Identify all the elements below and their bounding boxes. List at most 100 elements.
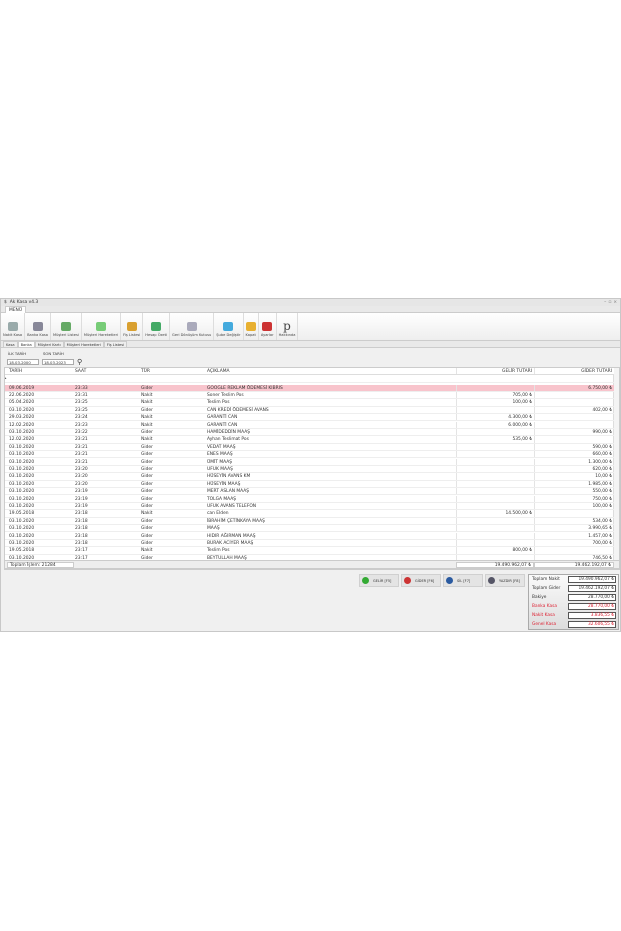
table-row[interactable]: 03.10.2020 23:21 Gider ÜMİT MAAŞ 1.300,00 ₺	[5, 458, 614, 466]
ribbon-icon	[32, 322, 43, 331]
cell: 23:17	[75, 555, 88, 561]
cell	[456, 554, 534, 562]
close-icon[interactable]: ×	[613, 300, 617, 305]
ribbon-button-ayarlar[interactable]: Ayarlar	[259, 313, 277, 340]
table-row[interactable]: 03.10.2020 23:21 Gider VEDAT MAAŞ 590,00 ₺	[5, 443, 614, 452]
table-row[interactable]: 19.05.2018 23:17 Nakit Teslim Pos 800,00 ₺	[5, 547, 614, 555]
table-row[interactable]: 12.02.2020 23:23 Nakit GARANTİ CAN 6.000,00 …	[5, 421, 614, 429]
table-row[interactable]: 12.02.2020 23:21 Nakit Ayhan Teslimat Pos 53…	[5, 436, 614, 444]
table-row[interactable]: 03.10.2020 23:18 Gider BURAK ACIYER MAAŞ 700…	[5, 539, 614, 548]
table-row[interactable]: 03.10.2020 23:20 Gider HÜSEYİN AVANS KM 10,0…	[5, 473, 614, 481]
cell: Soner Teslim Pos	[207, 392, 244, 398]
action-button-2[interactable]: SİL [F7]	[443, 574, 483, 587]
cell: 535,00 ₺	[456, 436, 534, 443]
start-date-picker[interactable]: 18.03.2000	[7, 359, 39, 365]
column-header[interactable]: TARİH	[9, 369, 22, 374]
table-row[interactable]: 03.10.2020 23:18 Gider HIDIR AĞIRMAN MAAŞ 1.…	[5, 532, 614, 540]
cell: 12.02.2020	[9, 437, 35, 443]
ribbon-button-fiş-listesi[interactable]: Fiş Listesi	[121, 313, 144, 340]
cell: 23:17	[75, 548, 88, 554]
table-row[interactable]: 03.10.2020 23:22 Gider HAMİDEDDİN MAAŞ 990,0…	[5, 428, 614, 437]
action-button-3[interactable]: YAZDIR [F8]	[485, 574, 525, 587]
column-header[interactable]: GİDER TUTARI	[534, 368, 614, 375]
tab-2[interactable]: Müşteri Kartı	[34, 341, 64, 347]
cell	[456, 451, 534, 458]
cell: GARANTİ CAN	[207, 415, 238, 421]
total-value: 3.836,55 ₺	[568, 612, 616, 619]
cell	[456, 532, 534, 539]
minimize-icon[interactable]: –	[604, 300, 607, 305]
cell: MERT ASLAN MAAŞ	[207, 489, 250, 495]
cell: Gider	[141, 452, 153, 458]
ribbon-icon	[95, 322, 106, 331]
cell: 23:23	[75, 422, 88, 428]
ribbon-icon	[262, 322, 273, 331]
cell: 6.000,00 ₺	[456, 421, 534, 428]
cell: 550,00 ₺	[534, 488, 614, 495]
ribbon-label: Ayarlar	[260, 333, 274, 337]
end-date-picker[interactable]: 18.03.2023	[42, 359, 74, 365]
cell: Gider	[141, 533, 153, 539]
cell: 29.03.2020	[9, 415, 35, 421]
ribbon-button-müşteri-listesi[interactable]: Müşteri Listesi	[51, 313, 82, 340]
total-label: Genel Kasa	[532, 622, 557, 627]
tab-3[interactable]: Müşteri Hareketleri	[63, 341, 104, 347]
cell: Gider	[141, 385, 153, 391]
action-icon	[446, 577, 453, 584]
new-row[interactable]: ▸	[5, 375, 614, 383]
search-icon[interactable]: ⚲	[77, 358, 83, 366]
table-row[interactable]: 22.06.2020 23:31 Nakit Soner Teslim Pos 705,…	[5, 391, 614, 400]
ribbon-button-banka-kasa[interactable]: Banka Kasa	[25, 313, 51, 340]
ribbon-label: Fiş Listesi	[123, 333, 141, 337]
table-row[interactable]: 03.10.2020 23:18 Gider İBRAHİM ÇETİNKAYA MA…	[5, 517, 614, 526]
cell: 03.10.2020	[9, 452, 35, 458]
ribbon-label: Hesap Özeti	[145, 333, 168, 337]
ribbon-label: Kapat	[245, 333, 256, 337]
scrollbar[interactable]	[613, 368, 619, 569]
column-header[interactable]: TÜR	[141, 369, 150, 374]
action-button-0[interactable]: GELİR [F5]	[359, 574, 399, 587]
ribbon-button-geri-dönüşüm-kutusu[interactable]: Geri Dönüşüm Kutusu	[170, 313, 215, 340]
tab-1[interactable]: Banka	[17, 341, 35, 347]
cell: 23:20	[75, 474, 88, 480]
cell: 22.06.2020	[9, 392, 35, 398]
cell: Gider	[141, 444, 153, 450]
table-row[interactable]: 29.03.2020 23:24 Nakit GARANTİ CAN 4.300,00 …	[5, 414, 614, 422]
tab-4[interactable]: Fiş Listesi	[103, 341, 128, 347]
cell: TOLGA MAAŞ	[207, 496, 237, 502]
ribbon: Nakit Kasa Banka Kasa Müşteri Listesi Müşte…	[1, 313, 620, 341]
cell: Gider	[141, 518, 153, 524]
cell: 03.10.2020	[9, 429, 35, 435]
table-row[interactable]: 03.10.2020 23:21 Gider ENES MAAŞ 660,00 ₺	[5, 451, 614, 459]
cell: 03.10.2020	[9, 481, 35, 487]
table-row[interactable]: 19.05.2018 23:18 Nakit can Elden 14.500,00 ₺	[5, 510, 614, 518]
column-header[interactable]: GELİR TUTARI	[456, 368, 534, 375]
cell: 19.05.2018	[9, 548, 35, 554]
ribbon-label: Müşteri Hareketleri	[83, 333, 119, 337]
cell: 746,50 ₺	[534, 554, 614, 562]
tab-menu[interactable]: MENÜ	[5, 306, 27, 313]
table-row[interactable]: 03.10.2020 23:19 Gider UFUK AVANS TELEFON 10…	[5, 502, 614, 511]
ribbon-button-hesap-özeti[interactable]: Hesap Özeti	[143, 313, 171, 340]
cell: 03.10.2020	[9, 518, 35, 524]
ribbon-button-nakit-kasa[interactable]: Nakit Kasa	[1, 313, 26, 340]
table-row[interactable]: 03.10.2020 23:20 Gider UFUK MAAŞ 620,00 ₺	[5, 465, 614, 474]
table-row[interactable]: 03.10.2020 23:19 Gider MERT ASLAN MAAŞ 550,0…	[5, 488, 614, 496]
table-row[interactable]: 05.04.2020 23:25 Nakit Teslim Pos 100,00 ₺	[5, 399, 614, 407]
table-row[interactable]: 03.10.2020 23:25 Gider CAN KREDİ ÖDEMESİ AV…	[5, 406, 614, 415]
cell: 590,00 ₺	[534, 443, 614, 451]
ribbon-button-hakkında[interactable]: p Hakkında	[277, 313, 299, 340]
ribbon-button-müşteri-hareketleri[interactable]: Müşteri Hareketleri	[82, 313, 122, 340]
cell: UFUK AVANS TELEFON	[207, 503, 257, 509]
action-button-1[interactable]: GİDER [F6]	[401, 574, 441, 587]
column-header[interactable]: AÇIKLAMA	[207, 369, 230, 374]
ribbon-button-şube-değiştir[interactable]: Şube Değiştir	[214, 313, 244, 340]
tab-0[interactable]: Kasa	[3, 341, 18, 347]
column-header[interactable]: SAAT	[75, 369, 87, 374]
table-row[interactable]: 03.10.2020 23:20 Gider HÜSEYİN MAAŞ 1.985,00…	[5, 480, 614, 489]
table-row[interactable]: 09.06.2019 23:33 Gider GOOGLE REKLAM ÖDEMES…	[5, 384, 614, 392]
restore-icon[interactable]: ▫	[608, 300, 612, 305]
table-row[interactable]: 03.10.2020 23:18 Gider MAAŞ 3.990,65 ₺	[5, 525, 614, 533]
table-row[interactable]: 03.10.2020 23:19 Gider TOLGA MAAŞ 750,00 ₺	[5, 495, 614, 503]
ribbon-button-kapat[interactable]: Kapat	[244, 313, 259, 340]
